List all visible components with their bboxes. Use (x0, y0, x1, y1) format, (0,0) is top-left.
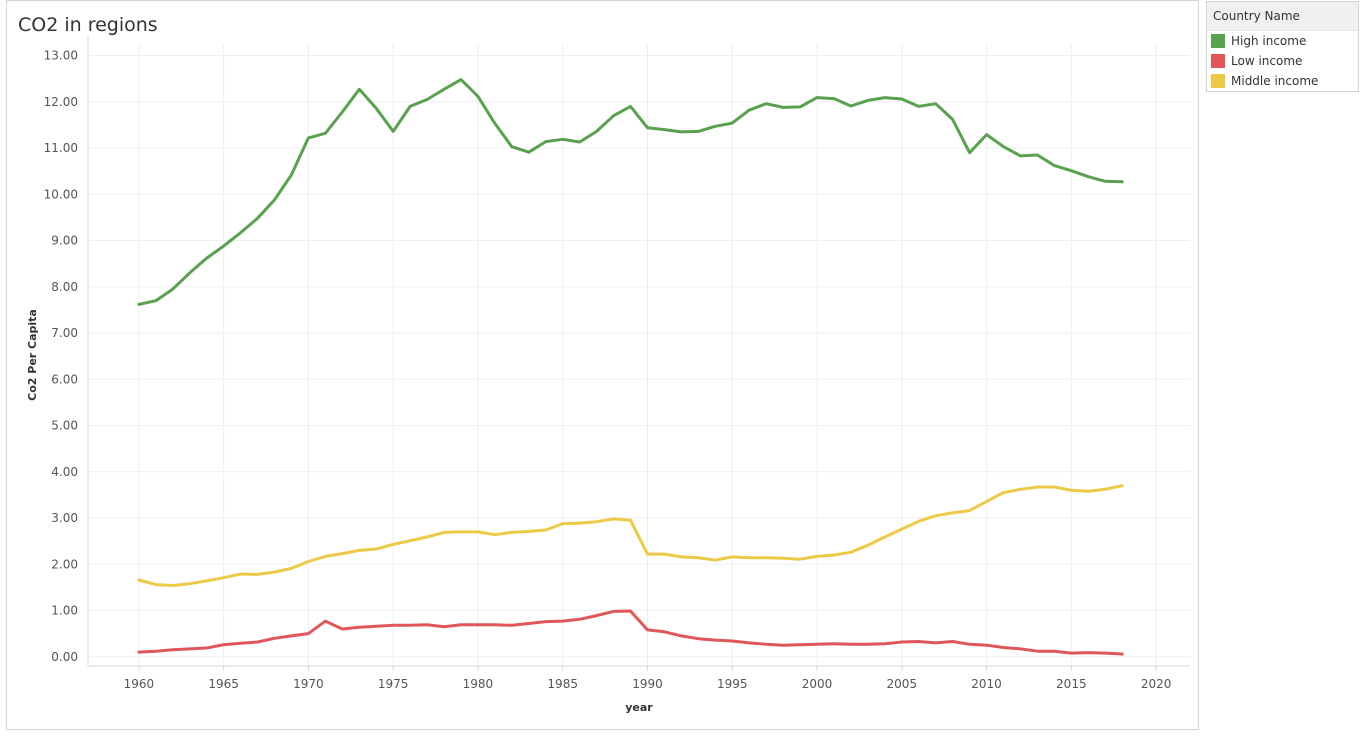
x-tick-label: 1960 (124, 677, 155, 691)
x-tick-label: 2015 (1056, 677, 1087, 691)
legend-title: Country Name (1207, 2, 1358, 31)
legend-label: Low income (1231, 54, 1303, 68)
legend-item-high-income[interactable]: High income (1207, 31, 1358, 51)
y-tick-label: 3.00 (51, 511, 78, 525)
legend-item-low-income[interactable]: Low income (1207, 51, 1358, 71)
x-tick-label: 1975 (378, 677, 409, 691)
y-tick-label: 0.00 (51, 650, 78, 664)
x-tick-label: 2020 (1141, 677, 1172, 691)
x-tick-label: 1970 (293, 677, 324, 691)
x-tick-label: 1980 (463, 677, 494, 691)
chart-title: CO2 in regions (18, 14, 158, 36)
x-tick-label: 1990 (632, 677, 663, 691)
y-tick-label: 4.00 (51, 465, 78, 479)
y-axis-title: Co2 Per Capita (26, 309, 39, 401)
y-tick-label: 1.00 (51, 604, 78, 618)
y-tick-label: 12.00 (44, 95, 78, 109)
x-tick-label: 1995 (717, 677, 748, 691)
legend-swatch (1211, 74, 1225, 88)
series-line-low-income (137, 609, 1124, 656)
y-tick-label: 10.00 (44, 187, 78, 201)
x-tick-label: 1985 (547, 677, 578, 691)
legend-item-middle-income[interactable]: Middle income (1207, 71, 1358, 91)
x-tick-label: 2000 (802, 677, 833, 691)
legend-swatch (1211, 54, 1225, 68)
series-line-high-income (137, 78, 1124, 306)
legend-label: Middle income (1231, 74, 1319, 88)
line-chart: 0.00 1.00 2.00 3.00 4.00 5.00 6.00 7.00 8.00 9.00… (26, 36, 1190, 714)
y-tick-label: 6.00 (51, 372, 78, 386)
chart-frame (6, 0, 1199, 730)
legend[interactable]: Country Name High income Low income Midd… (1206, 1, 1359, 92)
y-tick-label: 9.00 (51, 234, 78, 248)
series-line-middle-income (137, 484, 1124, 587)
y-tick-label: 11.00 (44, 141, 78, 155)
y-tick-label: 13.00 (44, 49, 78, 63)
legend-label: High income (1231, 34, 1307, 48)
y-tick-label: 8.00 (51, 280, 78, 294)
y-tick-label: 5.00 (51, 419, 78, 433)
y-tick-label: 7.00 (51, 326, 78, 340)
x-tick-label: 2010 (971, 677, 1002, 691)
legend-swatch (1211, 34, 1225, 48)
x-axis-title: year (625, 701, 653, 714)
y-tick-label: 2.00 (51, 557, 78, 571)
x-tick-label: 1965 (208, 677, 239, 691)
x-tick-label: 2005 (887, 677, 918, 691)
